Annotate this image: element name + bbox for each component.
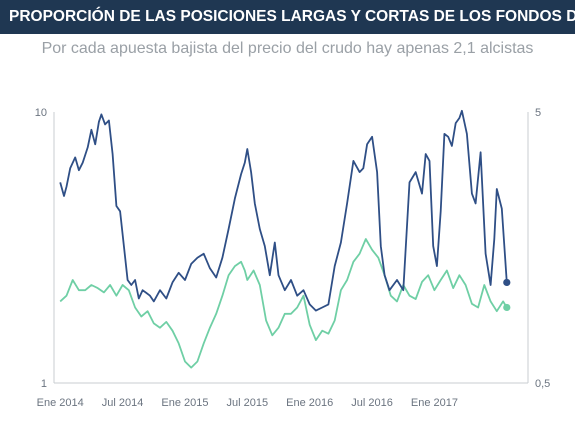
x-tick-label: Ene 2014 (37, 397, 84, 409)
x-tick-label: Jul 2015 (227, 397, 269, 409)
x-tick-label: Ene 2016 (286, 397, 333, 409)
dark-series-line (59, 109, 508, 312)
x-tick-label: Jul 2016 (351, 397, 393, 409)
light-series-end-marker (503, 303, 511, 312)
light-series-line (59, 238, 508, 369)
left-y-tick-label: 10 (35, 107, 47, 119)
x-tick-label: Ene 2015 (161, 397, 208, 409)
chart-title: PROPORCIÓN DE LAS POSICIONES LARGAS Y CO… (0, 0, 575, 34)
left-y-tick-label: 1 (41, 378, 47, 390)
x-tick-label: Ene 2017 (411, 397, 458, 409)
right-y-tick-label: 0,5 (535, 378, 550, 390)
dark-series-end-marker (503, 278, 511, 287)
chart-subtitle: Por cada apuesta bajista del precio del … (41, 40, 534, 57)
x-tick-label: Jul 2014 (102, 397, 144, 409)
right-y-tick-label: 5 (535, 107, 541, 119)
